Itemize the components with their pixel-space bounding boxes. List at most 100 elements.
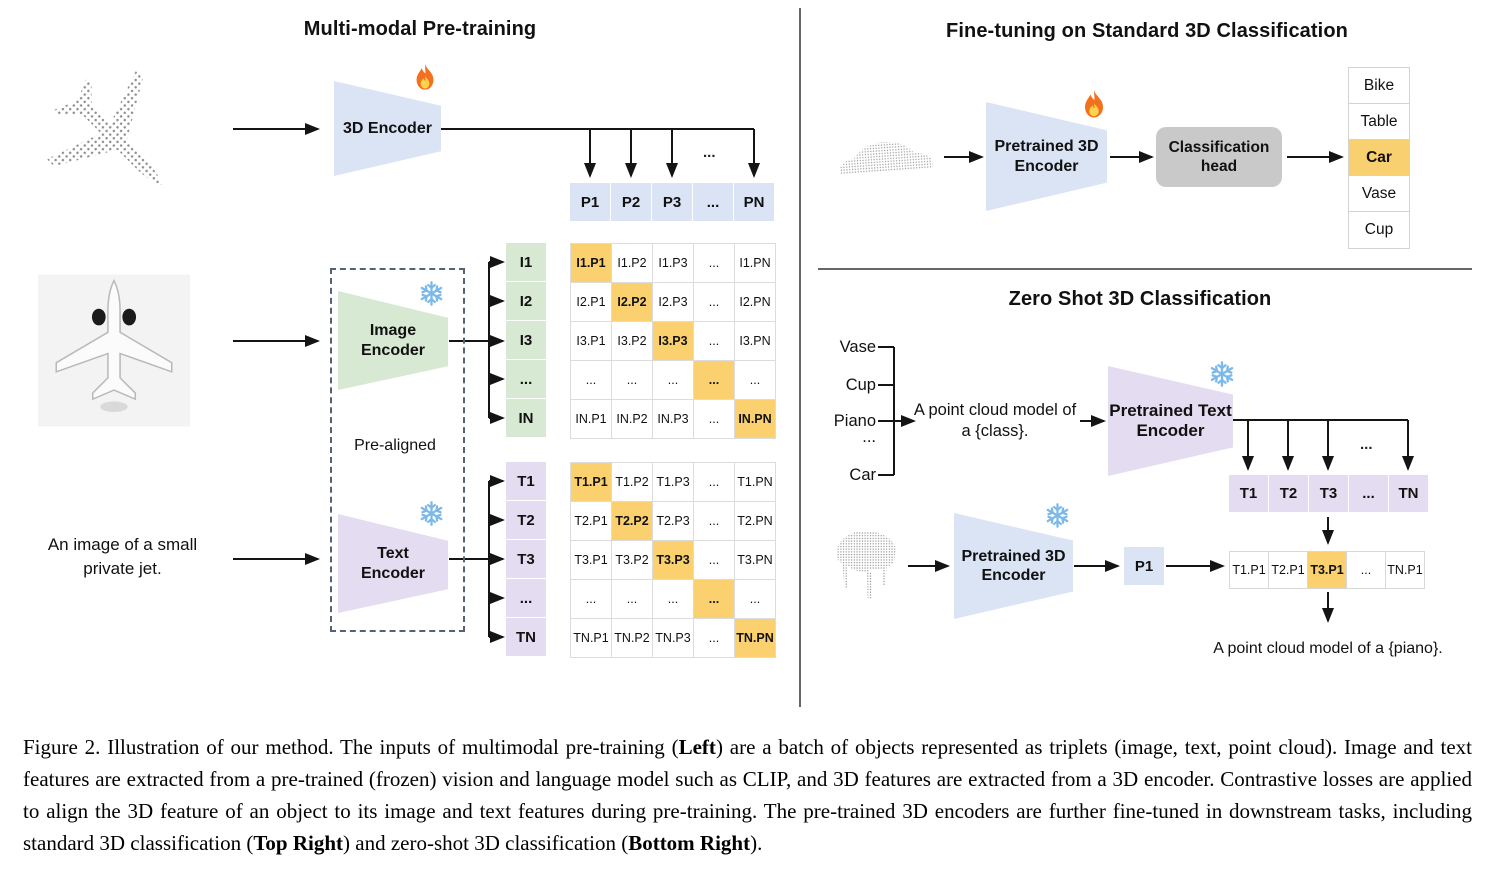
pretrained-3d-encoder-label: Pretrained 3D Encoder <box>961 547 1066 584</box>
matrix-cell: I1.P1 <box>571 244 612 283</box>
text-feature-cell: T3 <box>1309 475 1348 512</box>
zeroshot-result-caption: A point cloud model of a {piano}. <box>1213 640 1443 657</box>
image-feature-cell: IN <box>506 399 546 437</box>
matrix-cell: T2.P3 <box>653 502 694 541</box>
pre-aligned-label: Pre-aligned <box>354 437 436 454</box>
matrix-cell: ... <box>735 580 776 619</box>
matrix-cell: IN.P3 <box>653 400 694 439</box>
p-cell: P1 <box>570 183 610 221</box>
caption-bold-text: Top Right <box>253 831 344 855</box>
classification-head: Classification head <box>1156 127 1282 187</box>
text-feature-cell: ... <box>1349 475 1388 512</box>
matrix-cell: ... <box>612 580 653 619</box>
matrix-cell: I3.P3 <box>653 322 694 361</box>
class-word: Vase <box>839 338 876 356</box>
matrix-cell: ... <box>735 361 776 400</box>
matrix-cell: I3.P1 <box>571 322 612 361</box>
result-row: T1.P1 T2.P1 T3.P1... TN.P1 <box>1229 551 1425 589</box>
matrix-cell: ... <box>571 361 612 400</box>
text-feature-cell: ... <box>506 579 546 617</box>
matrix-cell: TN.P1 <box>571 619 612 658</box>
snowflake-icon <box>1044 502 1071 529</box>
matrix-cell: I1.P2 <box>612 244 653 283</box>
encoder-3d: 3D Encoder <box>334 81 441 176</box>
encoder-3d-label: 3D Encoder <box>343 119 432 137</box>
matrix-cell: T2.P2 <box>612 502 653 541</box>
matrix-cell: IN.PN <box>735 400 776 439</box>
left-panel-title: Multi-modal Pre-training <box>303 18 537 40</box>
text-feature-column: T1 T2 T3... TN <box>506 462 546 656</box>
p1-cell: P1 <box>1124 547 1164 585</box>
finetune-title: Fine-tuning on Standard 3D Classificatio… <box>946 20 1348 42</box>
matrix-cell: T1.P3 <box>653 463 694 502</box>
matrix-cell: T3.P2 <box>612 541 653 580</box>
p-cell: PN <box>734 183 774 221</box>
matrix-cell: T1.PN <box>735 463 776 502</box>
caption-text: ) and zero-shot 3D classification ( <box>343 831 629 855</box>
matrix-cell: IN.P1 <box>571 400 612 439</box>
class-cell: Vase <box>1349 176 1409 212</box>
text-feature-cell: T3 <box>506 540 546 578</box>
pretrained-text-encoder-label: Pretrained Text Encoder <box>1109 400 1232 440</box>
caption-text: Figure 2. Illustration of our method. Th… <box>23 735 679 759</box>
matrix-cell: I2.P2 <box>612 283 653 322</box>
snowflake-icon <box>1208 360 1236 388</box>
ellipsis: ... <box>1360 436 1373 453</box>
similarity-cell: TN.P1 <box>1386 552 1425 589</box>
class-cell: Bike <box>1349 68 1409 104</box>
text-point-similarity-matrix: T1.P1 T1.P2 T1.P3... T1.PN T2.P1 T2.P2 T2.P3..… <box>570 462 776 658</box>
airplane-point-cloud <box>46 69 162 185</box>
matrix-cell: ... <box>694 244 735 283</box>
matrix-cell: I2.PN <box>735 283 776 322</box>
snowflake-icon <box>418 500 445 527</box>
text-feature-cell: TN <box>1389 475 1428 512</box>
p-cell: ... <box>693 183 733 221</box>
matrix-cell: I1.PN <box>735 244 776 283</box>
image-text-prompt: An image of a small private jet. <box>47 535 198 578</box>
piano-point-cloud <box>836 530 896 600</box>
text-feature-cell: TN <box>506 618 546 656</box>
similarity-cell: T3.P1 <box>1308 552 1347 589</box>
matrix-cell: ... <box>694 541 735 580</box>
matrix-cell: I2.P1 <box>571 283 612 322</box>
matrix-cell: ... <box>653 580 694 619</box>
class-word: Piano <box>833 412 876 430</box>
caption-bold-text: Bottom Right <box>628 831 751 855</box>
image-encoder-label: Image Encoder <box>360 322 425 359</box>
similarity-cell: ... <box>1347 552 1386 589</box>
matrix-cell: IN.P2 <box>612 400 653 439</box>
matrix-cell: TN.PN <box>735 619 776 658</box>
figure-caption: Figure 2. Illustration of our method. Th… <box>23 731 1472 859</box>
image-feature-cell: ... <box>506 360 546 398</box>
matrix-cell: ... <box>694 283 735 322</box>
matrix-cell: ... <box>612 361 653 400</box>
class-cell: Car <box>1349 140 1409 176</box>
class-cell: Table <box>1349 104 1409 140</box>
caption-bold-text: Left <box>678 735 716 759</box>
similarity-cell: T1.P1 <box>1230 552 1269 589</box>
class-cell: Cup <box>1349 212 1409 248</box>
text-feature-cell: T1 <box>506 462 546 500</box>
matrix-cell: ... <box>694 322 735 361</box>
caption-text: ). <box>750 831 763 855</box>
p-cell: P2 <box>611 183 651 221</box>
matrix-cell: TN.P3 <box>653 619 694 658</box>
matrix-cell: ... <box>571 580 612 619</box>
zeroshot-title: Zero Shot 3D Classification <box>1008 288 1272 310</box>
class-word: Cup <box>845 376 876 394</box>
text-feature-cell: T2 <box>506 501 546 539</box>
matrix-cell: I3.P2 <box>612 322 653 361</box>
class-word: Car <box>849 466 876 484</box>
image-point-similarity-matrix: I1.P1 I1.P2 I1.P3... I1.PN I2.P1 I2.P2 I2.P3..… <box>570 243 776 439</box>
matrix-cell: ... <box>694 619 735 658</box>
matrix-cell: T1.P1 <box>571 463 612 502</box>
pre-aligned-box <box>330 268 465 632</box>
pretrained-3d-encoder-label: Pretrained 3D Encoder <box>994 138 1099 175</box>
matrix-cell: T2.P1 <box>571 502 612 541</box>
p-cell: P3 <box>652 183 692 221</box>
text-prompt-template: A point cloud model of a {class}. <box>913 401 1077 440</box>
matrix-cell: ... <box>653 361 694 400</box>
matrix-cell: ... <box>694 400 735 439</box>
t-row: T1 T2 T3... TN <box>1229 475 1428 512</box>
